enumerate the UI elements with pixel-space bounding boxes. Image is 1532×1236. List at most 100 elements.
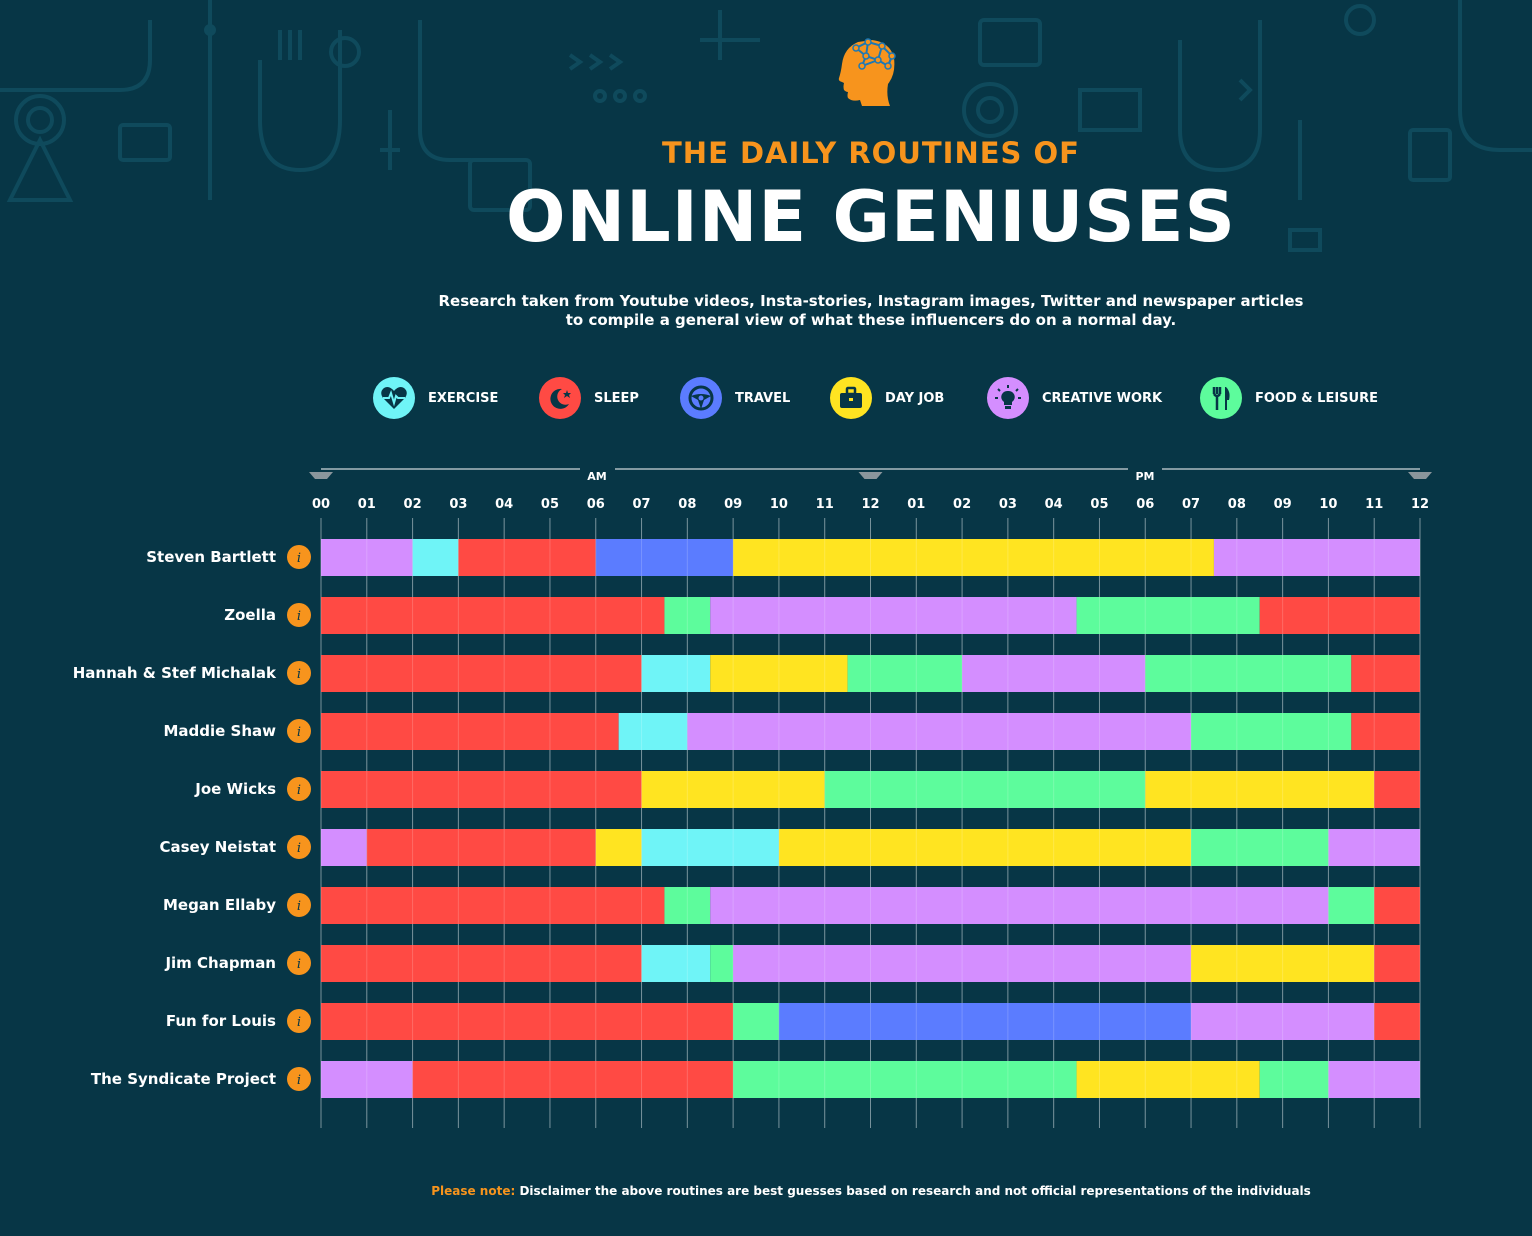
- info-icon: [287, 835, 311, 859]
- info-icon-label: i: [297, 1015, 301, 1030]
- bar-segment-food: [1191, 713, 1352, 750]
- legend-label-dayjob: DAY JOB: [885, 390, 945, 406]
- bar-segment-food: [664, 597, 711, 634]
- bar-segment-creative: [710, 887, 1329, 924]
- bracket-marker: [309, 472, 333, 479]
- bar-segment-exercise: [641, 655, 711, 692]
- tick-label: 01: [358, 497, 376, 512]
- row-label: Jim Chapman: [164, 954, 276, 972]
- tick-label: 06: [587, 497, 605, 512]
- bar-segment-dayjob: [778, 829, 1192, 866]
- fork-knife-icon: [1200, 377, 1242, 419]
- bar-segment-sleep: [321, 597, 665, 634]
- bar-segment-creative: [1328, 1061, 1420, 1098]
- bar-segment-sleep: [321, 771, 642, 808]
- bar-segment-sleep: [321, 713, 619, 750]
- subtitle-line-2: to compile a general view of what these …: [565, 311, 1177, 329]
- bar-segment-creative: [1191, 1003, 1375, 1040]
- legend-item-food: FOOD & LEISURE: [1200, 376, 1378, 420]
- bar-segment-creative: [687, 713, 1192, 750]
- background-decoration: [0, 0, 1532, 252]
- bar-segment-dayjob: [1191, 945, 1375, 982]
- tick-label: 12: [1411, 497, 1429, 512]
- subtitle: Research taken from Youtube videos, Inst…: [0, 292, 1532, 330]
- bar-segment-food: [1191, 829, 1329, 866]
- bar-segment-dayjob: [1076, 1061, 1260, 1098]
- bar-segment-exercise: [641, 945, 711, 982]
- bar-segment-food: [733, 1003, 779, 1040]
- info-icon: [287, 661, 311, 685]
- legend-item-sleep: SLEEP: [539, 376, 639, 420]
- row-label: Joe Wicks: [194, 780, 276, 798]
- tick-label: 03: [999, 497, 1017, 512]
- bar-segment-creative: [962, 655, 1146, 692]
- tick-label: 11: [816, 497, 834, 512]
- tick-label: 07: [632, 497, 650, 512]
- bar-segment-food: [664, 887, 711, 924]
- legend-label-creative: CREATIVE WORK: [1042, 390, 1163, 406]
- tick-label: 09: [724, 497, 742, 512]
- bar-segment-food: [710, 945, 734, 982]
- row-label: Zoella: [224, 606, 276, 624]
- page-title: ONLINE GENIUSES: [506, 176, 1236, 258]
- bar-segment-creative: [710, 597, 1077, 634]
- heartbeat-icon: [373, 377, 415, 419]
- note-text: Disclaimer the above routines are best g…: [519, 1184, 1311, 1198]
- bar-segment-exercise: [412, 539, 459, 576]
- legend-label-travel: TRAVEL: [735, 390, 791, 406]
- bar-segment-food: [1328, 887, 1375, 924]
- routine-chart: AM PM 00 01 02 03 04 05 06 07 08 09 10 11 12 01 02 03 04 05…: [73, 468, 1432, 1128]
- bar-segment-food: [1259, 1061, 1329, 1098]
- tick-label: 01: [907, 497, 925, 512]
- bar-segment-sleep: [1374, 1003, 1420, 1040]
- bracket-marker: [1408, 472, 1432, 479]
- bar-segment-food: [1145, 655, 1352, 692]
- bar-segment-dayjob: [595, 829, 642, 866]
- legend: EXERCISE SLEEP TRAVEL DAY JOB CREATIVE W…: [373, 376, 1413, 420]
- bar-segment-creative: [321, 1061, 413, 1098]
- bar-segment-creative: [1328, 829, 1420, 866]
- subtitle-line-1: Research taken from Youtube videos, Inst…: [438, 292, 1304, 310]
- row-label: Steven Bartlett: [146, 548, 276, 566]
- info-icon-label: i: [297, 667, 301, 682]
- info-icon-label: i: [297, 841, 301, 856]
- bar-segment-sleep: [1259, 597, 1420, 634]
- lightbulb-icon: [987, 377, 1029, 419]
- brain-head-logo-icon: [838, 38, 896, 106]
- row-label: The Syndicate Project: [91, 1070, 276, 1088]
- info-icon-label: i: [297, 957, 301, 972]
- briefcase-icon: [830, 377, 872, 419]
- bar-segment-sleep: [1374, 771, 1420, 808]
- pm-label: PM: [1135, 470, 1154, 483]
- info-icon-label: i: [297, 725, 301, 740]
- footer-note: Please note: Disclaimer the above routin…: [0, 1184, 1532, 1198]
- bar-segment-sleep: [412, 1061, 734, 1098]
- bar-segment-dayjob: [1145, 771, 1375, 808]
- row-label: Casey Neistat: [160, 838, 277, 856]
- bar-segment-dayjob: [733, 539, 1214, 576]
- bar-segment-sleep: [366, 829, 596, 866]
- bar-segment-food: [733, 1061, 1077, 1098]
- bar-segment-dayjob: [710, 655, 848, 692]
- bar-segment-sleep: [321, 655, 642, 692]
- tick-label: 03: [449, 497, 467, 512]
- tick-label: 04: [1045, 497, 1063, 512]
- info-icon: [287, 893, 311, 917]
- tick-label: 12: [861, 497, 879, 512]
- tick-label: 04: [495, 497, 513, 512]
- tick-label: 05: [1090, 497, 1108, 512]
- info-icon: [287, 603, 311, 627]
- info-icon: [287, 777, 311, 801]
- tick-label: 10: [770, 497, 788, 512]
- tick-label: 07: [1182, 497, 1200, 512]
- legend-label-exercise: EXERCISE: [428, 390, 499, 406]
- bar-segment-travel: [595, 539, 734, 576]
- row-label: Maddie Shaw: [163, 722, 276, 740]
- bar-segment-sleep: [1351, 713, 1420, 750]
- bar-segment-sleep: [458, 539, 596, 576]
- bar-segment-food: [824, 771, 1146, 808]
- info-icon-label: i: [297, 551, 301, 566]
- bracket-marker: [858, 472, 883, 479]
- legend-item-travel: TRAVEL: [680, 376, 790, 420]
- legend-item-creative: CREATIVE WORK: [987, 376, 1162, 420]
